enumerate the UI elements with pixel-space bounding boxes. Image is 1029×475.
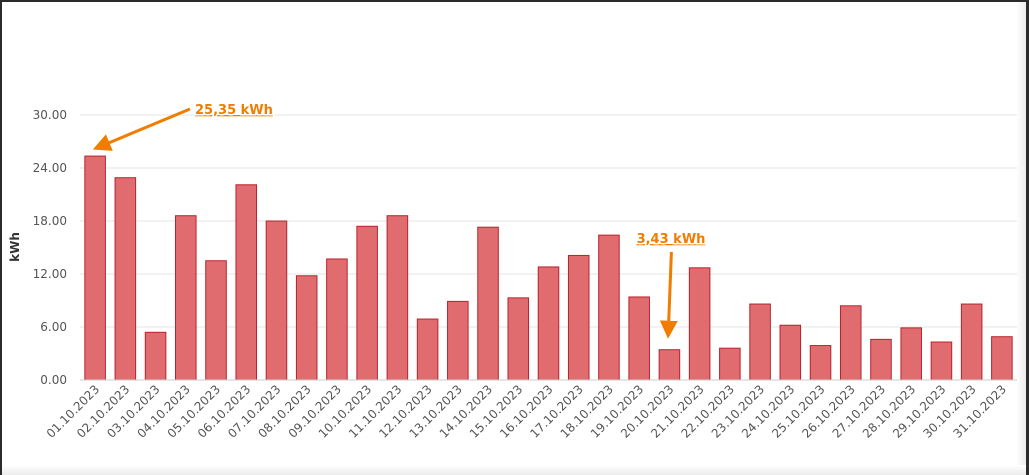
bar[interactable] (870, 338, 892, 381)
bar[interactable] (114, 177, 137, 381)
y-tick-label: 30.00 (33, 108, 67, 122)
bar[interactable] (719, 347, 741, 381)
y-tick-label: 6.00 (40, 320, 67, 334)
bar[interactable] (688, 267, 711, 381)
bar[interactable] (628, 296, 650, 381)
bar[interactable] (930, 341, 953, 381)
bar[interactable] (839, 305, 862, 381)
annotation-label: 3,43 kWh (637, 232, 706, 247)
bar[interactable] (175, 215, 197, 381)
x-axis-ticks: 01.10.202302.10.202303.10.202304.10.2023… (44, 382, 1009, 440)
bar[interactable] (809, 345, 832, 381)
bar[interactable] (265, 220, 288, 381)
bar[interactable] (537, 266, 560, 381)
bar[interactable] (356, 225, 378, 381)
bar[interactable] (598, 234, 620, 381)
bar[interactable] (779, 324, 802, 381)
bar[interactable] (658, 349, 681, 381)
annotation-arrow (92, 107, 191, 151)
bar[interactable] (900, 327, 922, 381)
annotations: 25,35 kWh 3,43 kWh (92, 102, 707, 339)
bar[interactable] (991, 336, 1013, 381)
frame-shadow-right (1016, 2, 1026, 475)
annotation-label: 25,35 kWh (195, 103, 273, 118)
y-tick-label: 24.00 (33, 161, 67, 175)
bar[interactable] (749, 303, 771, 381)
bar[interactable] (416, 318, 439, 381)
bar[interactable] (235, 184, 258, 381)
annotation-arrow (659, 251, 678, 339)
bar[interactable] (960, 303, 983, 381)
y-axis-label: kWh (8, 232, 22, 262)
bar[interactable] (144, 331, 167, 381)
bar[interactable] (84, 155, 106, 381)
y-tick-label: 12.00 (33, 267, 67, 281)
bar[interactable] (567, 254, 590, 381)
y-tick-label: 18.00 (33, 214, 67, 228)
y-axis-ticks: 0.00 6.00 12.00 18.00 24.00 30.00 (33, 108, 67, 387)
bar[interactable] (205, 260, 227, 381)
bar[interactable] (477, 226, 499, 381)
bar[interactable] (507, 297, 530, 381)
frame-shadow-bottom (2, 465, 1026, 475)
bar[interactable] (447, 300, 469, 381)
bar[interactable] (295, 275, 318, 381)
bar[interactable] (326, 258, 348, 381)
bar[interactable] (386, 215, 409, 381)
bars (84, 155, 1013, 381)
y-tick-label: 0.00 (40, 373, 67, 387)
